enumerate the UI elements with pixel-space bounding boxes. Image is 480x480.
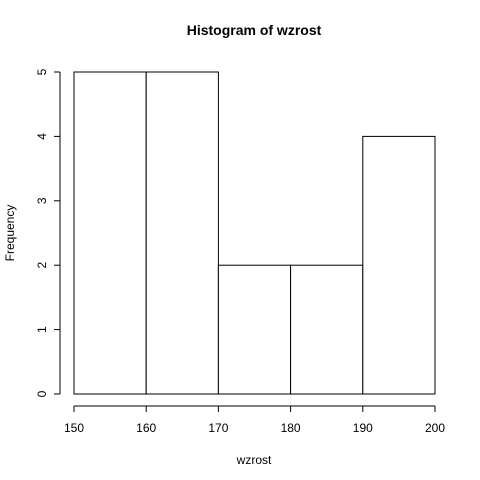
- y-axis: 0 1 2 3 4 5: [35, 68, 61, 397]
- histogram-bar-3: [290, 264, 364, 395]
- y-tick-label-1: 1: [35, 326, 49, 333]
- y-tick-label-3: 3: [35, 197, 49, 204]
- histogram-bar-2: [217, 264, 292, 395]
- x-axis-label: wzrost: [236, 453, 272, 467]
- chart-title: Histogram of wzrost: [187, 22, 322, 38]
- y-tick-label-0: 0: [35, 390, 49, 397]
- x-tick-label-5: 200: [425, 421, 445, 435]
- x-tick-label-4: 190: [353, 421, 373, 435]
- histogram-bar-1: [145, 71, 219, 395]
- x-tick-label-1: 160: [136, 421, 156, 435]
- histogram-bar-4: [362, 135, 436, 395]
- histogram-bar-0: [73, 71, 147, 395]
- x-tick-label-0: 150: [64, 421, 84, 435]
- y-tick-label-5: 5: [35, 68, 49, 75]
- x-axis: 150 160 170 180 190 200: [64, 405, 445, 435]
- bars-group: [73, 71, 436, 395]
- y-tick-label-4: 4: [35, 133, 49, 140]
- x-tick-label-3: 180: [281, 421, 301, 435]
- y-tick-label-2: 2: [35, 262, 49, 269]
- x-tick-label-2: 170: [208, 421, 228, 435]
- y-axis-label: Frequency: [3, 205, 17, 262]
